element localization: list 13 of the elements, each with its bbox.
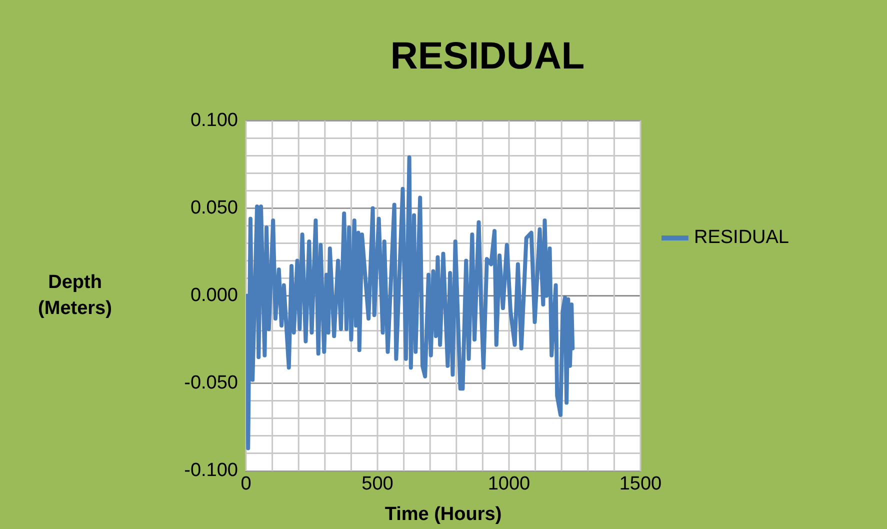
x-tick-label: 1500 <box>619 474 662 495</box>
x-tick-label: 0 <box>240 474 252 495</box>
y-tick-label: 0.100 <box>190 110 238 131</box>
y-axis-title: Depth (Meters) <box>38 272 112 320</box>
y-tick-label: -0.100 <box>184 460 238 482</box>
x-axis-title: Time (Hours) <box>384 504 502 526</box>
legend-label: RESIDUAL <box>694 227 790 248</box>
x-tick-label: 1000 <box>488 474 530 495</box>
y-tick-label: 0.050 <box>190 197 238 218</box>
y-tick-label: -0.050 <box>184 372 238 394</box>
x-tick-label: 500 <box>362 474 394 495</box>
chart-title: RESIDUAL <box>390 35 585 78</box>
y-tick-label: 0.000 <box>190 285 238 306</box>
